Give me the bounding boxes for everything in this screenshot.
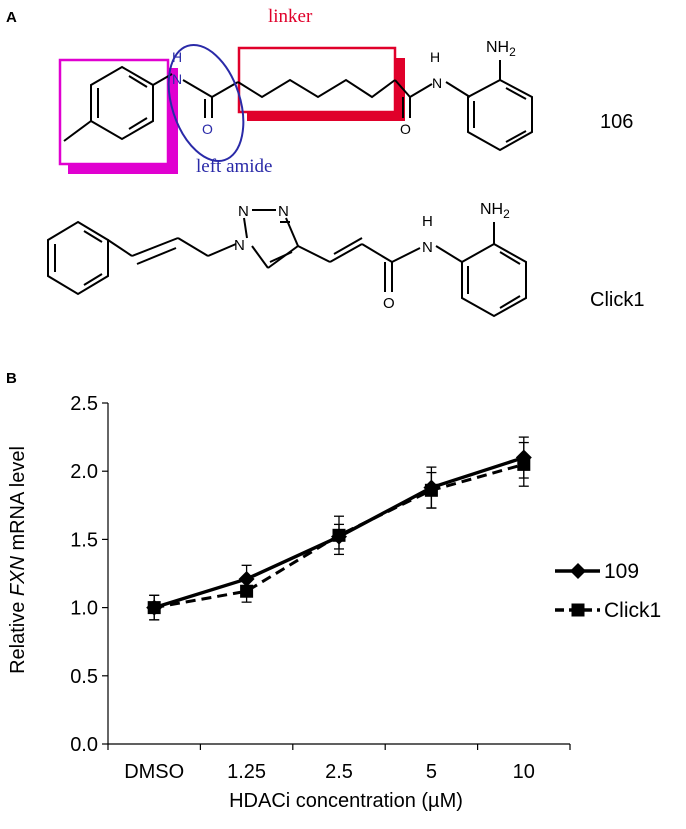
panel-a: A <box>6 6 644 318</box>
x-axis: DMSO 1.25 2.5 5 10 <box>107 743 571 783</box>
linker-box <box>237 46 397 114</box>
panel-b-label: B <box>6 370 17 387</box>
panel-a-label: A <box>6 9 17 26</box>
atom-o-right: O <box>400 121 411 137</box>
structure-click1-labels: N N N H N O NH2 Click1 <box>234 201 644 312</box>
x-tick-label: 10 <box>513 761 535 783</box>
legend-marker <box>570 563 586 579</box>
atom-amide-n: N <box>432 75 442 91</box>
structure-click1 <box>47 209 527 318</box>
legend-label: 109 <box>604 560 639 583</box>
legend: 109 Click1 <box>555 560 661 622</box>
legend-entry: 109 <box>555 560 639 583</box>
data-point-square <box>147 601 161 615</box>
data-point-square <box>240 584 254 598</box>
y-axis-label: Relative FXN mRNA level <box>7 446 29 674</box>
y-tick-label: 1.5 <box>70 529 98 551</box>
x-tick-label: 5 <box>426 761 437 783</box>
structure-106-labels: N H O O H N NH2 linker left amide 106 <box>172 6 633 177</box>
click1-amide-h: H <box>422 213 433 230</box>
legend-marker <box>571 603 585 617</box>
click1-nh2: NH2 <box>480 201 510 221</box>
y-tick-label: 0.5 <box>70 666 98 688</box>
left-amide-ellipse <box>167 43 245 163</box>
compound-name-click1: Click1 <box>590 289 644 311</box>
triazole-n2: N <box>238 203 249 220</box>
linker-chain <box>237 78 396 99</box>
triazole-n1: N <box>234 237 245 254</box>
atom-amide-h: H <box>430 49 440 65</box>
legend-label: Click1 <box>604 599 661 622</box>
structure-106 <box>58 43 533 174</box>
y-tick-label: 1.0 <box>70 598 98 620</box>
atom-nh2: NH2 <box>486 39 516 59</box>
data-point-square <box>424 483 438 497</box>
plot-area <box>146 436 532 621</box>
left-amide-label: left amide <box>196 156 273 177</box>
series-click1 <box>147 441 531 621</box>
tolyl-highlight-box <box>58 58 170 166</box>
x-tick-label: 1.25 <box>227 761 266 783</box>
aniline-ring-click1 <box>461 242 527 318</box>
data-point-diamond <box>238 570 255 587</box>
atom-nh: N <box>172 71 182 87</box>
click1-amide-n: N <box>422 239 433 256</box>
panel-b: B Relative FXN mRNA level 0.0 0.5 1.0 1.5 2.… <box>6 370 661 812</box>
y-tick-label: 2.5 <box>70 393 98 415</box>
x-tick-label: 2.5 <box>325 761 353 783</box>
y-tick-label: 0.0 <box>70 734 98 756</box>
linker-label: linker <box>268 6 313 27</box>
data-point-square <box>332 528 346 542</box>
x-tick-label: DMSO <box>124 761 184 783</box>
compound-name-106: 106 <box>600 111 633 133</box>
triazole-n3: N <box>278 203 289 220</box>
y-axis: 0.0 0.5 1.0 1.5 2.0 2.5 <box>70 393 109 756</box>
legend-entry: Click1 <box>555 599 661 622</box>
atom-o-left: O <box>202 121 213 137</box>
data-point-square <box>517 457 531 471</box>
click1-o: O <box>383 295 395 312</box>
x-axis-label: HDACi concentration (µM) <box>229 790 463 812</box>
y-tick-label: 2.0 <box>70 461 98 483</box>
phenyl-ring <box>47 220 109 296</box>
aniline-ring-106 <box>467 78 533 152</box>
atom-h-upper: H <box>172 49 182 65</box>
